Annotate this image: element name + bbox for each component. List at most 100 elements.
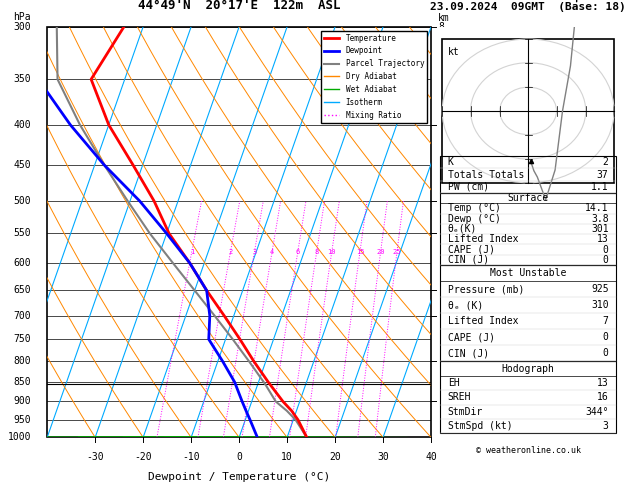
Text: Surface: Surface — [508, 193, 548, 203]
Text: 950: 950 — [13, 415, 31, 425]
Text: 20: 20 — [376, 249, 385, 255]
Text: 0: 0 — [603, 348, 609, 358]
Text: 6: 6 — [296, 249, 300, 255]
Text: 10: 10 — [281, 452, 293, 462]
Text: θₑ(K): θₑ(K) — [448, 224, 477, 234]
Text: 6: 6 — [438, 196, 444, 206]
Bar — [440, 265, 616, 362]
Text: CAPE (J): CAPE (J) — [448, 244, 495, 255]
Text: 1: 1 — [190, 249, 194, 255]
Bar — [440, 193, 616, 265]
Text: 2: 2 — [603, 157, 609, 167]
Text: 350: 350 — [13, 74, 31, 84]
Bar — [440, 362, 616, 434]
Text: Pressure (mb): Pressure (mb) — [448, 284, 524, 294]
Text: 7: 7 — [438, 120, 444, 130]
Text: 14.1: 14.1 — [585, 204, 609, 213]
Text: 2: 2 — [228, 249, 233, 255]
Text: Hodograph: Hodograph — [502, 364, 555, 374]
Text: 13: 13 — [597, 378, 609, 388]
Text: Dewp (°C): Dewp (°C) — [448, 214, 501, 224]
Text: 1: 1 — [438, 397, 444, 406]
Text: 23.09.2024  09GMT  (Base: 18): 23.09.2024 09GMT (Base: 18) — [430, 2, 626, 12]
Text: 25: 25 — [392, 249, 401, 255]
Text: 3: 3 — [438, 311, 444, 321]
Text: 4: 4 — [456, 285, 462, 295]
Text: 450: 450 — [13, 160, 31, 170]
Text: 3: 3 — [252, 249, 257, 255]
Text: 500: 500 — [13, 196, 31, 206]
Text: 13: 13 — [597, 234, 609, 244]
Text: 310: 310 — [591, 300, 609, 310]
Text: 600: 600 — [13, 258, 31, 268]
Text: 8: 8 — [314, 249, 319, 255]
Text: 7: 7 — [603, 316, 609, 326]
Text: 0: 0 — [603, 244, 609, 255]
Text: ASL: ASL — [438, 41, 455, 51]
Text: 8: 8 — [438, 22, 444, 32]
Text: CIN (J): CIN (J) — [448, 255, 489, 265]
Text: Most Unstable: Most Unstable — [490, 268, 566, 278]
Text: Dewpoint / Temperature (°C): Dewpoint / Temperature (°C) — [148, 472, 330, 482]
Text: 1000: 1000 — [8, 433, 31, 442]
Text: EH: EH — [448, 378, 459, 388]
Text: 20: 20 — [329, 452, 341, 462]
Text: 700: 700 — [13, 311, 31, 321]
Text: -10: -10 — [182, 452, 200, 462]
Text: CIN (J): CIN (J) — [448, 348, 489, 358]
Text: km: km — [438, 13, 450, 23]
Text: 550: 550 — [13, 228, 31, 239]
Bar — [440, 156, 616, 193]
Text: 5: 5 — [456, 228, 462, 239]
Text: 344°: 344° — [585, 407, 609, 417]
Text: 1.1: 1.1 — [591, 182, 609, 192]
Text: 400: 400 — [13, 120, 31, 130]
Text: 3: 3 — [456, 311, 462, 321]
Text: Temp (°C): Temp (°C) — [448, 204, 501, 213]
Text: 4: 4 — [270, 249, 274, 255]
Text: 0: 0 — [603, 332, 609, 342]
Text: 3: 3 — [603, 421, 609, 431]
Text: LCL: LCL — [438, 380, 453, 388]
Text: hPa: hPa — [13, 12, 31, 22]
Text: 10: 10 — [328, 249, 336, 255]
Bar — [442, 39, 614, 183]
Text: 925: 925 — [591, 284, 609, 294]
Text: -30: -30 — [86, 452, 104, 462]
Text: 300: 300 — [13, 22, 31, 32]
Text: © weatheronline.co.uk: © weatheronline.co.uk — [476, 446, 581, 454]
Text: 0: 0 — [603, 255, 609, 265]
Text: 650: 650 — [13, 285, 31, 295]
Text: 301: 301 — [591, 224, 609, 234]
Text: 40: 40 — [425, 452, 437, 462]
Text: 750: 750 — [13, 334, 31, 344]
Text: Totals Totals: Totals Totals — [448, 170, 524, 179]
Text: 4: 4 — [438, 285, 444, 295]
Text: kt: kt — [448, 48, 459, 57]
Text: 2: 2 — [456, 356, 462, 366]
Text: PW (cm): PW (cm) — [448, 182, 489, 192]
Text: 800: 800 — [13, 356, 31, 366]
Text: SREH: SREH — [448, 392, 471, 402]
Text: CAPE (J): CAPE (J) — [448, 332, 495, 342]
Text: 1: 1 — [456, 397, 462, 406]
Text: 30: 30 — [377, 452, 389, 462]
Text: 850: 850 — [13, 377, 31, 387]
Text: Lifted Index: Lifted Index — [448, 316, 518, 326]
Text: Lifted Index: Lifted Index — [448, 234, 518, 244]
Text: StmSpd (kt): StmSpd (kt) — [448, 421, 513, 431]
Text: StmDir: StmDir — [448, 407, 483, 417]
Text: 15: 15 — [356, 249, 364, 255]
Text: θₑ (K): θₑ (K) — [448, 300, 483, 310]
Legend: Temperature, Dewpoint, Parcel Trajectory, Dry Adiabat, Wet Adiabat, Isotherm, Mi: Temperature, Dewpoint, Parcel Trajectory… — [321, 31, 427, 122]
Text: 2: 2 — [438, 356, 444, 366]
Text: 37: 37 — [597, 170, 609, 179]
Text: Mixing Ratio (g/kg): Mixing Ratio (g/kg) — [477, 181, 486, 283]
Text: 44°49'N  20°17'E  122m  ASL: 44°49'N 20°17'E 122m ASL — [138, 0, 340, 12]
Text: 900: 900 — [13, 397, 31, 406]
Text: 5: 5 — [438, 228, 444, 239]
Text: K: K — [448, 157, 454, 167]
Text: 3.8: 3.8 — [591, 214, 609, 224]
Text: -20: -20 — [135, 452, 152, 462]
Text: 0: 0 — [237, 452, 242, 462]
